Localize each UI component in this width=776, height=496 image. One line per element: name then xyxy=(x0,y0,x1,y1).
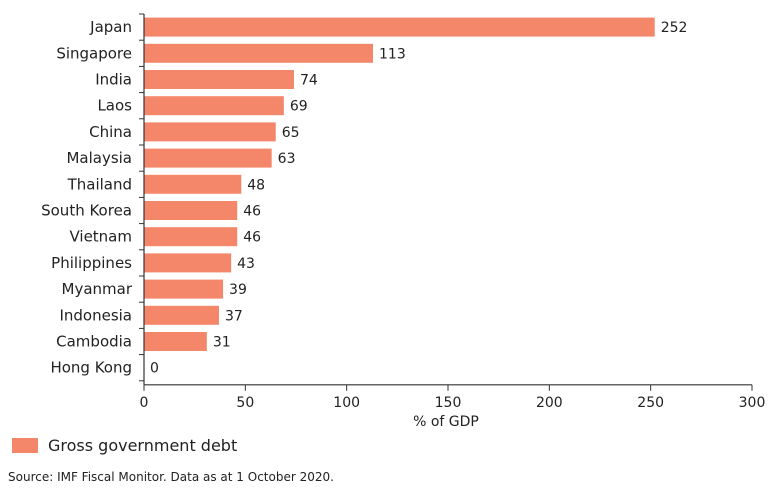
bar xyxy=(144,279,224,299)
bar xyxy=(144,43,374,63)
bar-chart: Japan 252 Singapore 113 India 74 Laos 69 China 65… xyxy=(41,13,766,430)
x-tick-label: 150 xyxy=(435,395,462,411)
value-label: 37 xyxy=(225,308,243,324)
x-tick-label: 0 xyxy=(140,395,149,411)
category-label: South Korea xyxy=(41,202,132,220)
axes-group: 0 50 100 150 200 250 300 xyxy=(139,13,766,411)
bar xyxy=(144,174,242,194)
bar xyxy=(144,253,232,273)
bar xyxy=(144,227,238,247)
bar xyxy=(144,201,238,220)
category-label: Japan xyxy=(89,18,132,36)
bar xyxy=(144,17,655,37)
legend-label: Gross government debt xyxy=(48,436,238,455)
value-label: 0 xyxy=(150,361,159,377)
category-label: Indonesia xyxy=(59,306,132,324)
bar xyxy=(144,70,294,89)
legend-swatch xyxy=(12,438,38,453)
bar xyxy=(144,305,219,325)
value-label: 48 xyxy=(247,177,265,193)
value-label: 39 xyxy=(229,282,247,298)
value-label: 74 xyxy=(300,73,318,89)
value-label: 113 xyxy=(379,46,406,62)
bar xyxy=(144,96,284,116)
value-label: 31 xyxy=(213,335,231,351)
x-axis-title: % of GDP xyxy=(413,414,479,430)
category-label: Cambodia xyxy=(56,333,132,351)
value-label: 63 xyxy=(278,151,296,167)
value-label: 46 xyxy=(243,204,261,220)
bar xyxy=(144,122,276,142)
x-tick-label: 200 xyxy=(536,395,563,411)
category-label: Philippines xyxy=(51,254,132,272)
category-label: Myanmar xyxy=(62,280,133,298)
category-label: Hong Kong xyxy=(50,359,132,377)
source-note: Source: IMF Fiscal Monitor. Data as at 1… xyxy=(8,470,334,484)
category-label: Thailand xyxy=(67,175,132,193)
value-label: 43 xyxy=(237,256,255,272)
category-label: Malaysia xyxy=(66,149,132,167)
category-label: Singapore xyxy=(56,44,132,62)
category-label: India xyxy=(95,71,132,89)
category-label: Laos xyxy=(97,97,132,115)
bar xyxy=(144,148,272,168)
x-tick-label: 300 xyxy=(739,395,766,411)
value-label: 69 xyxy=(290,99,308,115)
category-label: China xyxy=(89,123,132,141)
bars-group: Japan 252 Singapore 113 India 74 Laos 69 China 65… xyxy=(41,17,688,377)
value-label: 46 xyxy=(243,230,261,246)
bar xyxy=(144,332,207,351)
x-tick-label: 250 xyxy=(637,395,664,411)
category-label: Vietnam xyxy=(69,228,132,246)
legend: Gross government debt xyxy=(12,436,237,455)
value-label: 252 xyxy=(661,20,688,36)
x-tick-label: 50 xyxy=(236,395,254,411)
value-label: 65 xyxy=(282,125,300,141)
x-tick-label: 100 xyxy=(333,395,360,411)
